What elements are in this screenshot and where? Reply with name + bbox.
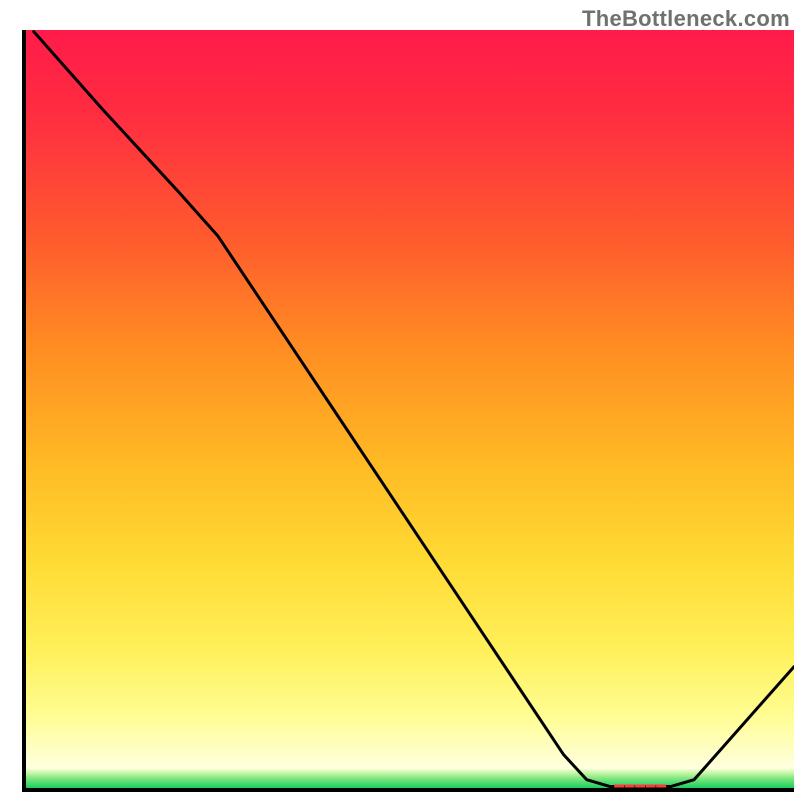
- y-axis-line: [22, 30, 26, 792]
- x-axis-line: [22, 788, 794, 792]
- watermark-text: TheBottleneck.com: [582, 6, 790, 32]
- optimum-marker: ▬▬▬▬▬: [614, 779, 667, 788]
- plot-area: ▬▬▬▬▬: [26, 30, 794, 788]
- bottleneck-curve: [26, 30, 794, 788]
